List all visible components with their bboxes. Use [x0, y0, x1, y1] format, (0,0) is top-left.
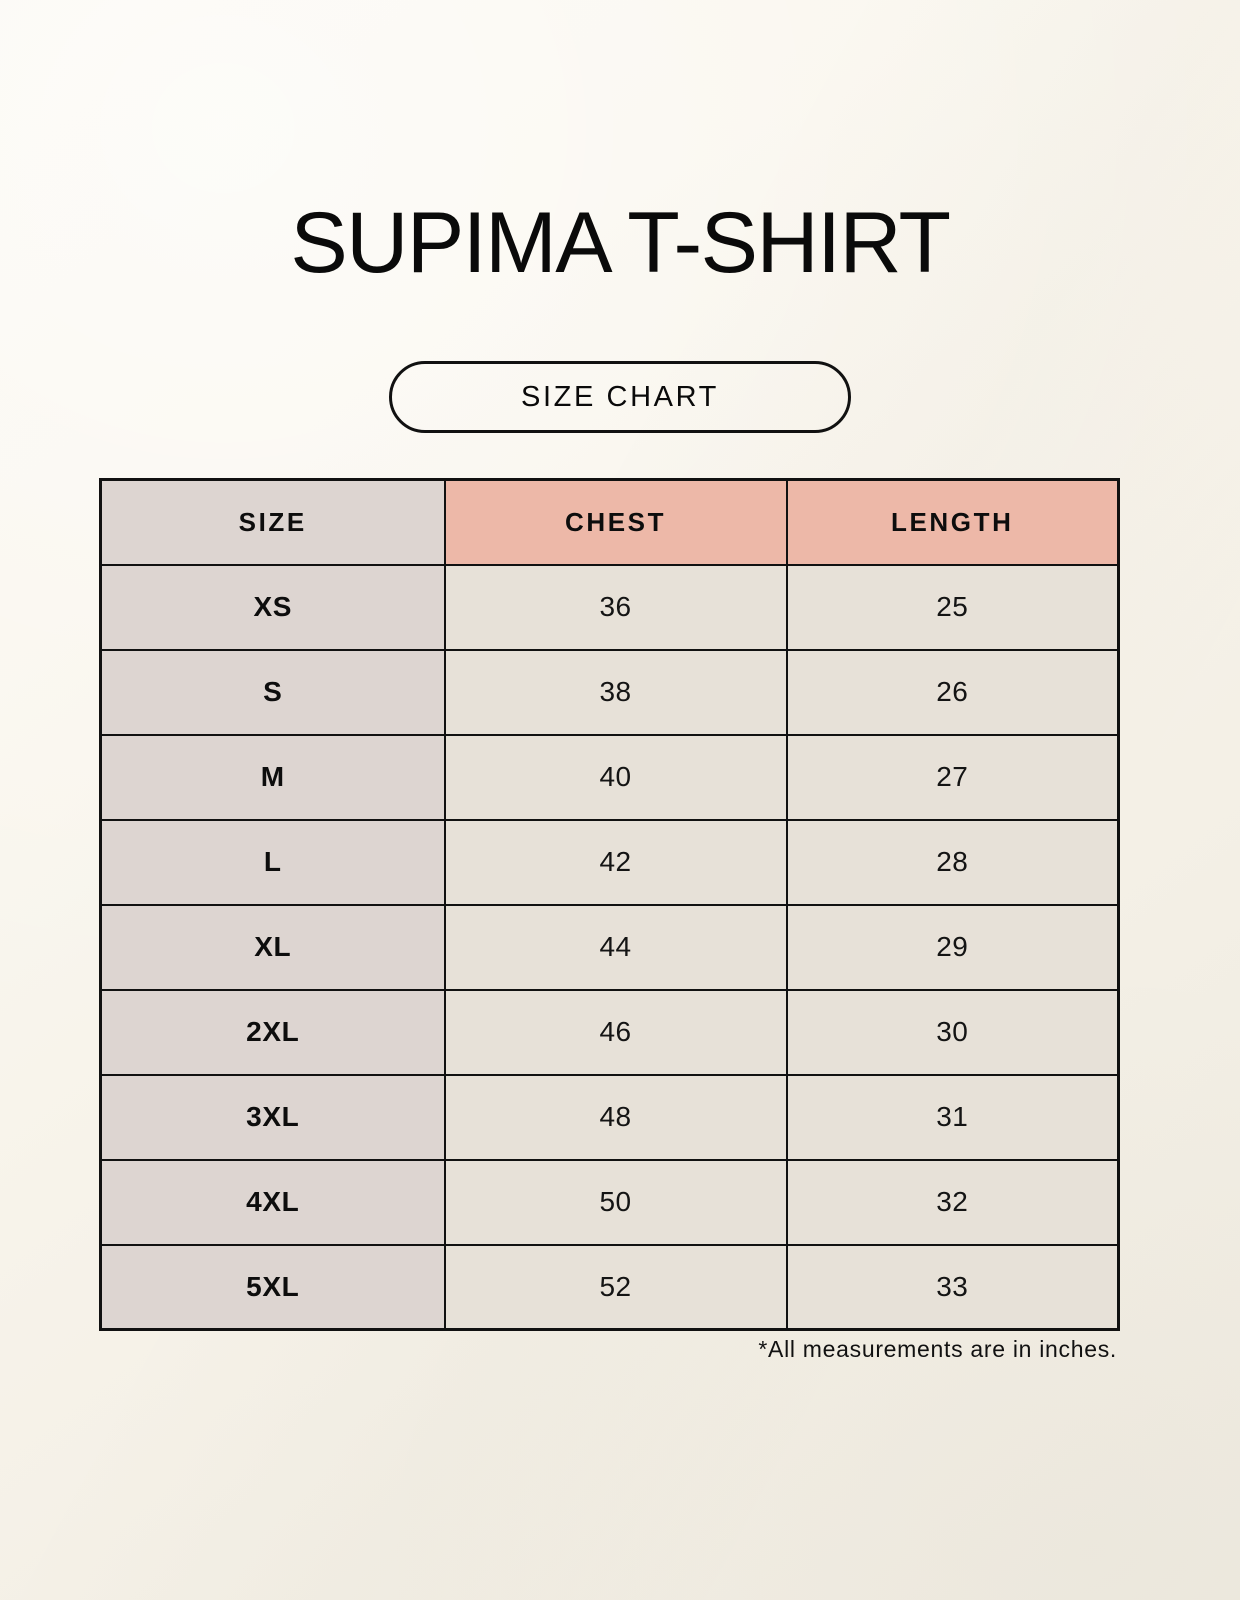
cell-length: 33	[785, 1243, 1120, 1331]
cell-chest: 38	[443, 648, 788, 736]
cell-chest: 46	[443, 988, 788, 1076]
cell-size: XS	[99, 563, 446, 651]
cell-chest: 44	[443, 903, 788, 991]
column-header-size: SIZE	[99, 478, 446, 566]
table-header-row: SIZE CHEST LENGTH	[99, 478, 1120, 566]
size-table: SIZE CHEST LENGTH XS 36 25 S 38 26 M	[99, 478, 1120, 1331]
measurements-footnote: *All measurements are in inches.	[758, 1336, 1117, 1362]
size-table-head: SIZE CHEST LENGTH	[99, 478, 1120, 566]
size-table-container: SIZE CHEST LENGTH XS 36 25 S 38 26 M	[99, 478, 1120, 1331]
cell-length: 28	[785, 818, 1120, 906]
cell-size: L	[99, 818, 446, 906]
table-row: XL 44 29	[99, 903, 1120, 991]
cell-length: 32	[785, 1158, 1120, 1246]
table-row: S 38 26	[99, 648, 1120, 736]
table-row: 2XL 46 30	[99, 988, 1120, 1076]
cell-length: 25	[785, 563, 1120, 651]
cell-chest: 42	[443, 818, 788, 906]
badge-container: SIZE CHART	[0, 361, 1240, 433]
cell-size: 2XL	[99, 988, 446, 1076]
cell-chest: 52	[443, 1243, 788, 1331]
cell-length: 30	[785, 988, 1120, 1076]
size-chart-badge: SIZE CHART	[389, 361, 851, 433]
cell-chest: 36	[443, 563, 788, 651]
cell-length: 31	[785, 1073, 1120, 1161]
cell-size: M	[99, 733, 446, 821]
cell-size: 4XL	[99, 1158, 446, 1246]
size-table-body: XS 36 25 S 38 26 M 40 27 L 42 28	[99, 563, 1120, 1331]
column-header-chest: CHEST	[443, 478, 788, 566]
cell-size: S	[99, 648, 446, 736]
cell-length: 26	[785, 648, 1120, 736]
cell-chest: 50	[443, 1158, 788, 1246]
table-row: XS 36 25	[99, 563, 1120, 651]
table-row: 3XL 48 31	[99, 1073, 1120, 1161]
page-title: SUPIMA T-SHIRT	[290, 195, 951, 291]
cell-size: 3XL	[99, 1073, 446, 1161]
cell-size: XL	[99, 903, 446, 991]
table-row: M 40 27	[99, 733, 1120, 821]
cell-chest: 48	[443, 1073, 788, 1161]
table-row: 5XL 52 33	[99, 1243, 1120, 1331]
cell-chest: 40	[443, 733, 788, 821]
cell-length: 29	[785, 903, 1120, 991]
cell-length: 27	[785, 733, 1120, 821]
size-chart-badge-label: SIZE CHART	[521, 380, 719, 413]
cell-size: 5XL	[99, 1243, 446, 1331]
table-row: L 42 28	[99, 818, 1120, 906]
column-header-length: LENGTH	[785, 478, 1120, 566]
table-row: 4XL 50 32	[99, 1158, 1120, 1246]
